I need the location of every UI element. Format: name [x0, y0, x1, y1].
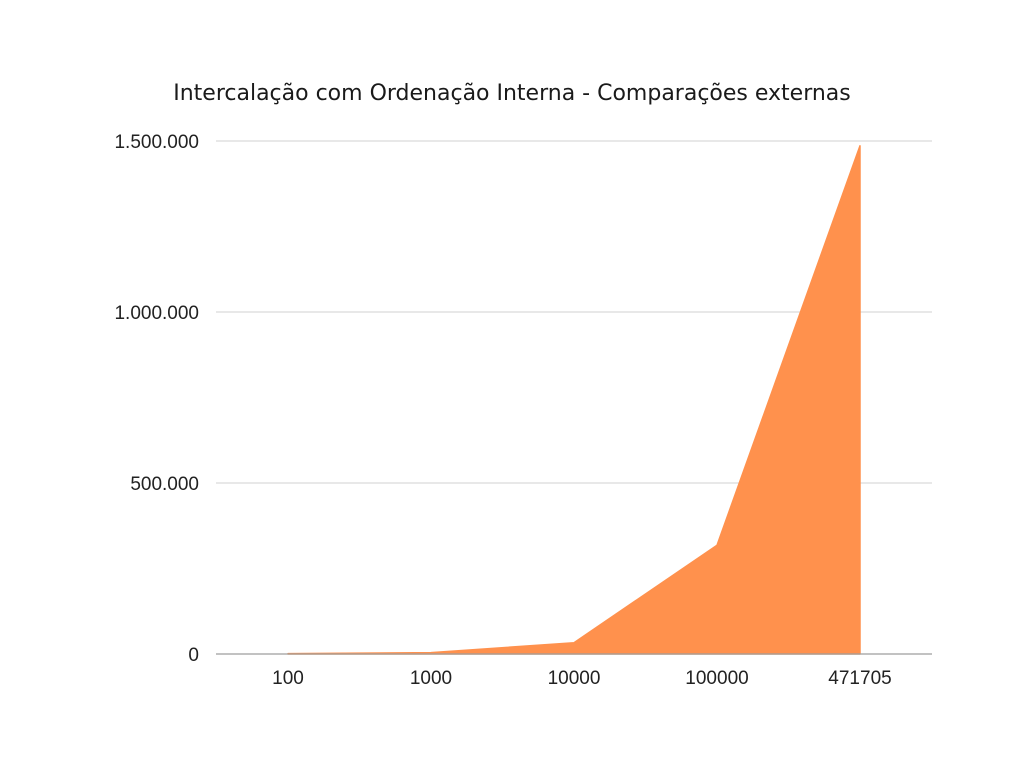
x-axis-tick-labels: 100 1000 10000 100000 471705 [272, 668, 892, 689]
y-axis-tick-labels: 0 500.000 1.000.000 1.500.000 [114, 132, 199, 666]
x-tick-label: 100000 [685, 668, 748, 689]
y-tick-label: 0 [188, 645, 199, 666]
x-tick-label: 471705 [828, 668, 891, 689]
x-tick-label: 100 [272, 668, 304, 689]
chart-title: Intercalação com Ordenação Interna - Com… [173, 81, 851, 106]
y-tick-label: 1.000.000 [114, 303, 199, 324]
y-tick-label: 1.500.000 [114, 132, 199, 153]
area-series-fill [287, 145, 861, 655]
x-tick-label: 10000 [548, 668, 601, 689]
x-tick-label: 1000 [410, 668, 452, 689]
series-area [287, 145, 861, 655]
y-tick-label: 500.000 [130, 474, 199, 495]
